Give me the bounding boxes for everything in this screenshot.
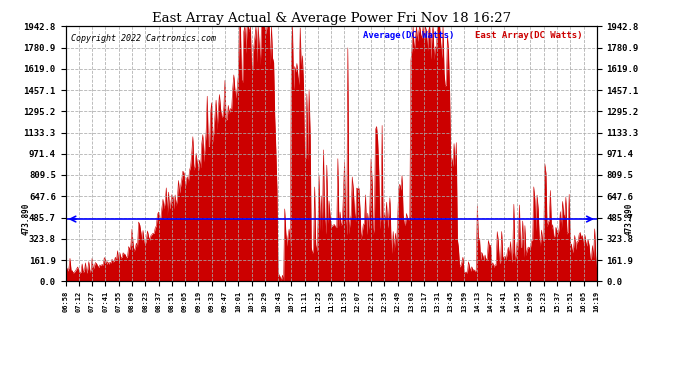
Text: Average(DC Watts): Average(DC Watts) xyxy=(363,32,455,40)
Title: East Array Actual & Average Power Fri Nov 18 16:27: East Array Actual & Average Power Fri No… xyxy=(152,12,511,25)
Text: 473.890: 473.890 xyxy=(21,203,30,235)
Text: Copyright 2022 Cartronics.com: Copyright 2022 Cartronics.com xyxy=(71,34,216,43)
Text: East Array(DC Watts): East Array(DC Watts) xyxy=(475,32,582,40)
Text: 473.890: 473.890 xyxy=(624,203,633,235)
